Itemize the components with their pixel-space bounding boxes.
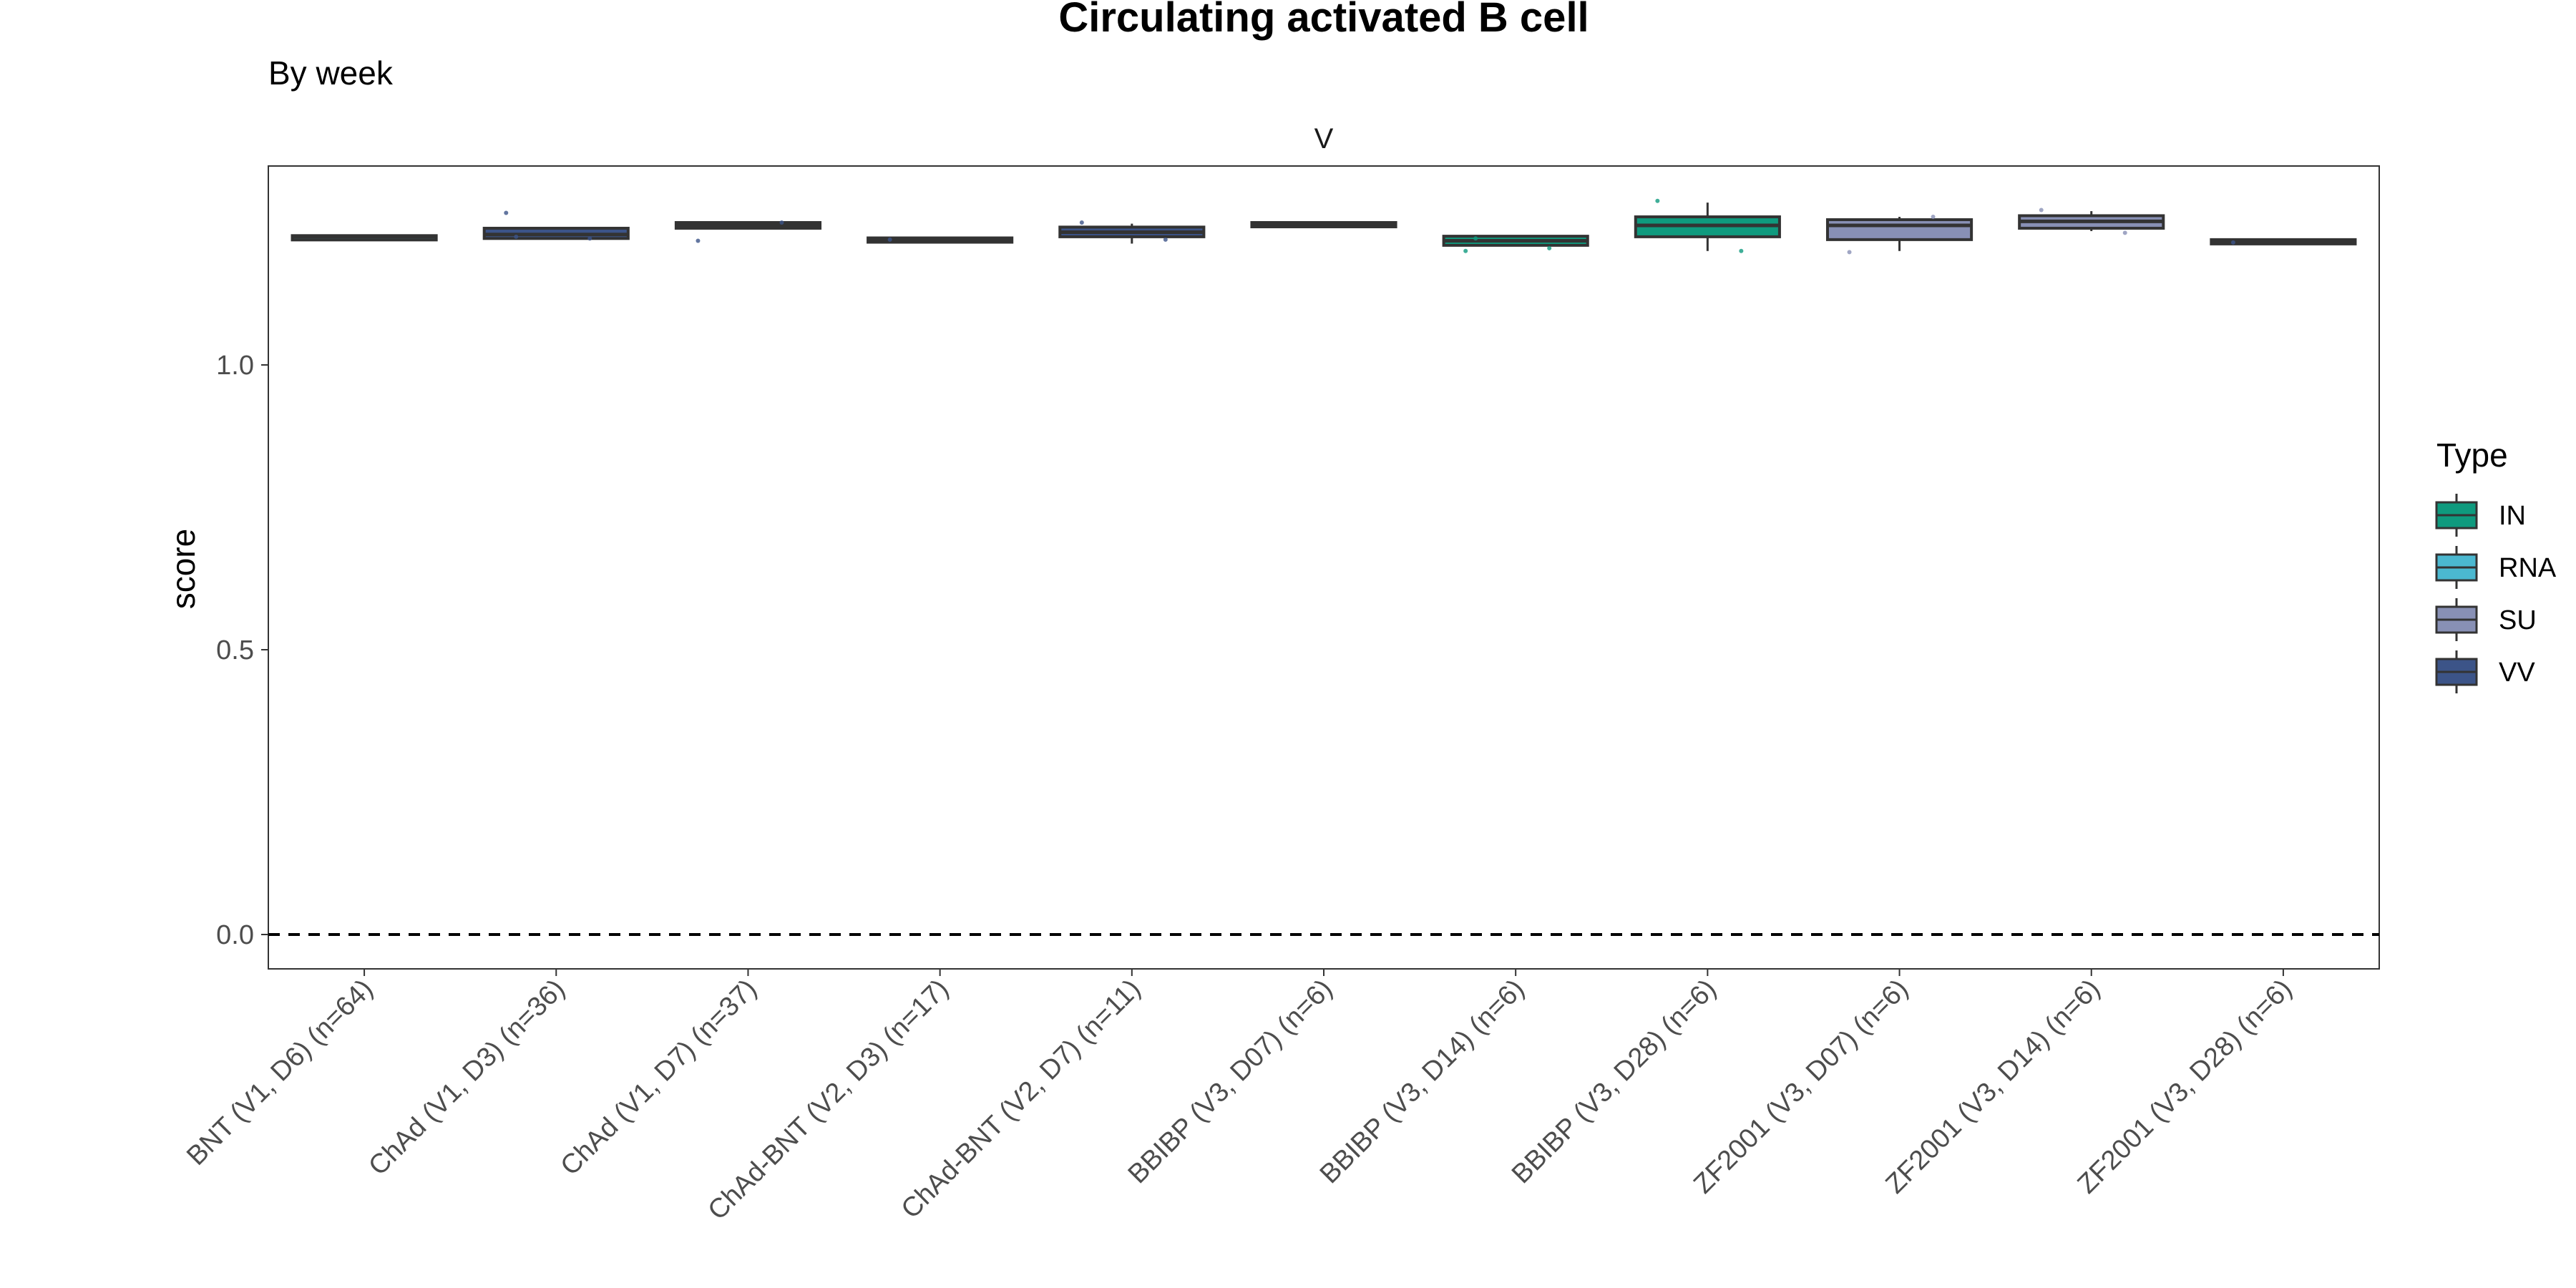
- data-point: [887, 237, 892, 242]
- data-point: [1547, 245, 1552, 250]
- legend-label: VV: [2499, 658, 2535, 688]
- x-tick-label: ChAd (V1, D7) (n=37): [555, 974, 763, 1181]
- facet-strip-label: V: [1314, 123, 1334, 155]
- data-point: [1079, 220, 1084, 225]
- box: [1825, 218, 1974, 241]
- data-point: [1739, 248, 1744, 253]
- data-point: [2039, 208, 2044, 213]
- data-point: [1473, 236, 1478, 241]
- data-point: [696, 238, 701, 243]
- data-point: [2122, 230, 2127, 235]
- data-point: [587, 236, 592, 241]
- x-tick-label: BNT (V1, D6) (n=64): [181, 974, 379, 1171]
- data-point: [1463, 248, 1468, 253]
- data-point: [514, 234, 519, 239]
- y-tick-label: 0.0: [216, 920, 254, 950]
- legend-label: IN: [2499, 501, 2526, 531]
- legend: Type IN RNA SU VV: [2435, 436, 2557, 693]
- data-point: [1655, 198, 1660, 203]
- data-point: [1163, 237, 1168, 242]
- x-tick-label: BBIBP (V3, D28) (n=6): [1506, 974, 1722, 1190]
- x-tick-label: ZF2001 (V3, D14) (n=6): [1880, 974, 2106, 1200]
- x-tick-label: BBIBP (V3, D07) (n=6): [1123, 974, 1339, 1190]
- y-axis-label: score: [165, 529, 202, 609]
- data-point: [779, 220, 784, 225]
- legend-label: SU: [2499, 605, 2537, 635]
- data-point: [504, 210, 509, 215]
- legend-title: Type: [2436, 436, 2508, 474]
- legend-label: RNA: [2499, 553, 2557, 583]
- data-point: [1931, 215, 1936, 220]
- plot-panel: [268, 165, 2380, 970]
- chart-subtitle: By week: [268, 54, 394, 92]
- y-tick-label: 1.0: [216, 351, 254, 381]
- x-tick-label: ZF2001 (V3, D28) (n=6): [2072, 974, 2298, 1200]
- x-tick-label: ZF2001 (V3, D07) (n=6): [1688, 974, 1914, 1200]
- x-axis: BNT (V1, D6) (n=64)ChAd (V1, D3) (n=36)C…: [181, 969, 2298, 1226]
- x-tick-label: BBIBP (V3, D14) (n=6): [1314, 974, 1531, 1190]
- y-axis: 0.0 0.5 1.0: [216, 351, 268, 950]
- x-tick-label: ChAd (V1, D3) (n=36): [363, 974, 570, 1181]
- data-point: [1847, 250, 1852, 255]
- data-point: [2230, 240, 2235, 245]
- boxplot-group: [291, 198, 2357, 255]
- y-tick-label: 0.5: [216, 635, 254, 665]
- chart-title: Circulating activated B cell: [1058, 0, 1589, 41]
